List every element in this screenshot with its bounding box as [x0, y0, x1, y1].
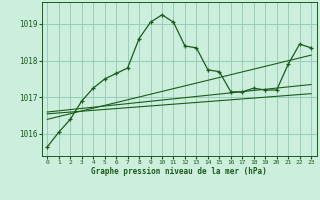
- X-axis label: Graphe pression niveau de la mer (hPa): Graphe pression niveau de la mer (hPa): [91, 167, 267, 176]
